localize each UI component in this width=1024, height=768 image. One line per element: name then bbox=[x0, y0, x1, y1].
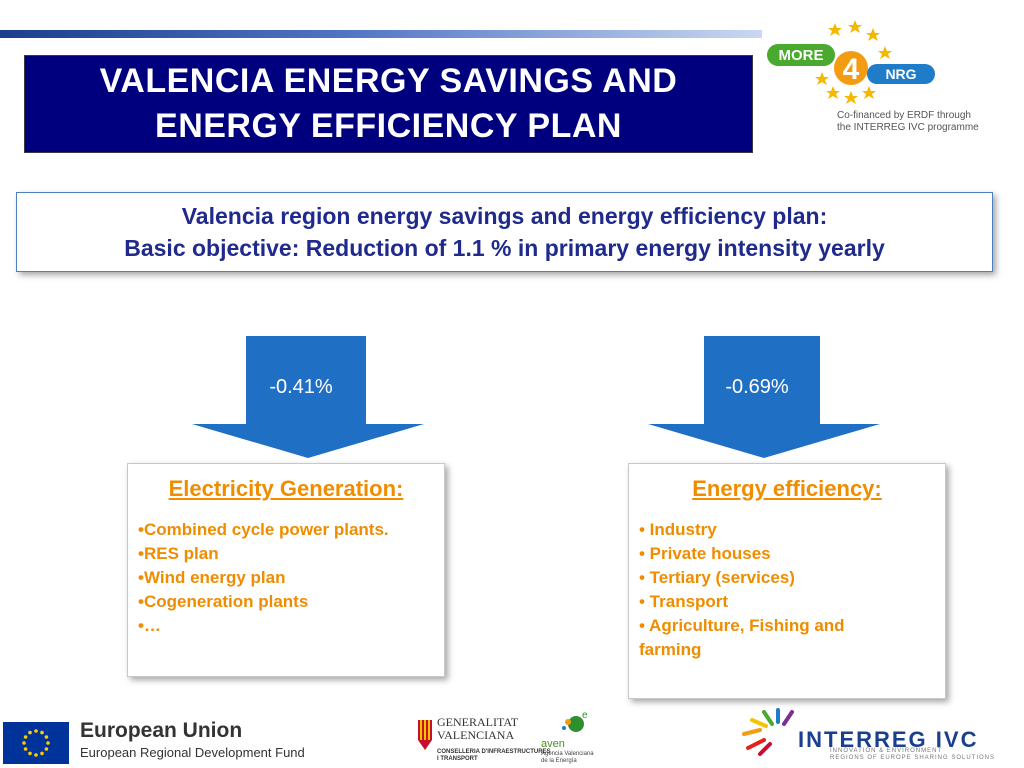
more4nrg-logo: MORE 4 NRG bbox=[767, 20, 935, 104]
list-item: • Transport bbox=[639, 592, 729, 611]
list-item: •… bbox=[138, 616, 161, 635]
svg-text:4: 4 bbox=[843, 53, 860, 86]
eu-flag-icon bbox=[3, 722, 69, 764]
page-title: VALENCIA ENERGY SAVINGS AND ENERGY EFFIC… bbox=[99, 62, 678, 145]
cofinanced-note: Co-financed by ERDF through the INTERREG… bbox=[837, 110, 979, 133]
card-title: Energy efficiency: bbox=[692, 476, 882, 501]
list-item: • Industry bbox=[639, 520, 717, 539]
list-item: • Private houses bbox=[639, 544, 771, 563]
card-title: Electricity Generation: bbox=[168, 476, 404, 501]
aven-label: aven bbox=[541, 738, 565, 750]
objective-line-2: Basic objective: Reduction of 1.1 % in p… bbox=[124, 235, 885, 261]
aven-subtitle: Agencia Valenciana de la Energía bbox=[541, 751, 594, 764]
arrow-label-efficiency: -0.69% bbox=[725, 376, 789, 398]
list-item: •RES plan bbox=[138, 544, 219, 563]
down-arrow-icon bbox=[648, 336, 880, 458]
card-list: •Combined cycle power plants. •RES plan … bbox=[128, 518, 444, 638]
interreg-subtitle: INNOVATION & ENVIRONMENT REGIONS OF EURO… bbox=[830, 748, 996, 761]
list-item: •Cogeneration plants bbox=[138, 592, 309, 611]
list-item: • Tertiary (services) bbox=[639, 568, 795, 587]
title-banner: VALENCIA ENERGY SAVINGS AND ENERGY EFFIC… bbox=[24, 55, 753, 153]
top-gradient-bar bbox=[0, 30, 762, 38]
electricity-generation-card: Electricity Generation: •Combined cycle … bbox=[127, 463, 445, 677]
energy-efficiency-card: Energy efficiency: • Industry • Private … bbox=[628, 463, 946, 699]
list-item: •Wind energy plan bbox=[138, 568, 286, 587]
down-arrow-icon bbox=[192, 336, 424, 458]
card-list: • Industry • Private houses • Tertiary (… bbox=[629, 518, 945, 662]
list-item: •Combined cycle power plants. bbox=[138, 520, 389, 539]
arrow-label-electricity: -0.41% bbox=[269, 376, 333, 398]
objective-box: Valencia region energy savings and energ… bbox=[16, 192, 993, 272]
list-item: • Agriculture, Fishing and farming bbox=[639, 616, 845, 659]
eu-title: European Union bbox=[80, 719, 243, 742]
generalitat-subtitle: CONSELLERIA D'INFRAESTRUCTURES I TRANSPO… bbox=[437, 749, 551, 762]
svg-text:NRG: NRG bbox=[885, 66, 916, 82]
eu-subtitle: European Regional Development Fund bbox=[80, 745, 305, 760]
svg-text:e: e bbox=[582, 710, 588, 721]
interreg-rays-icon bbox=[742, 708, 794, 756]
generalitat-title: GENERALITAT VALENCIANA bbox=[437, 715, 519, 742]
svg-text:MORE: MORE bbox=[779, 47, 824, 64]
aven-logo-icon: e bbox=[562, 710, 588, 732]
generalitat-crest-icon bbox=[418, 720, 432, 750]
objective-line-1: Valencia region energy savings and energ… bbox=[181, 203, 828, 229]
interreg-title: INTERREG IVC bbox=[798, 727, 979, 752]
